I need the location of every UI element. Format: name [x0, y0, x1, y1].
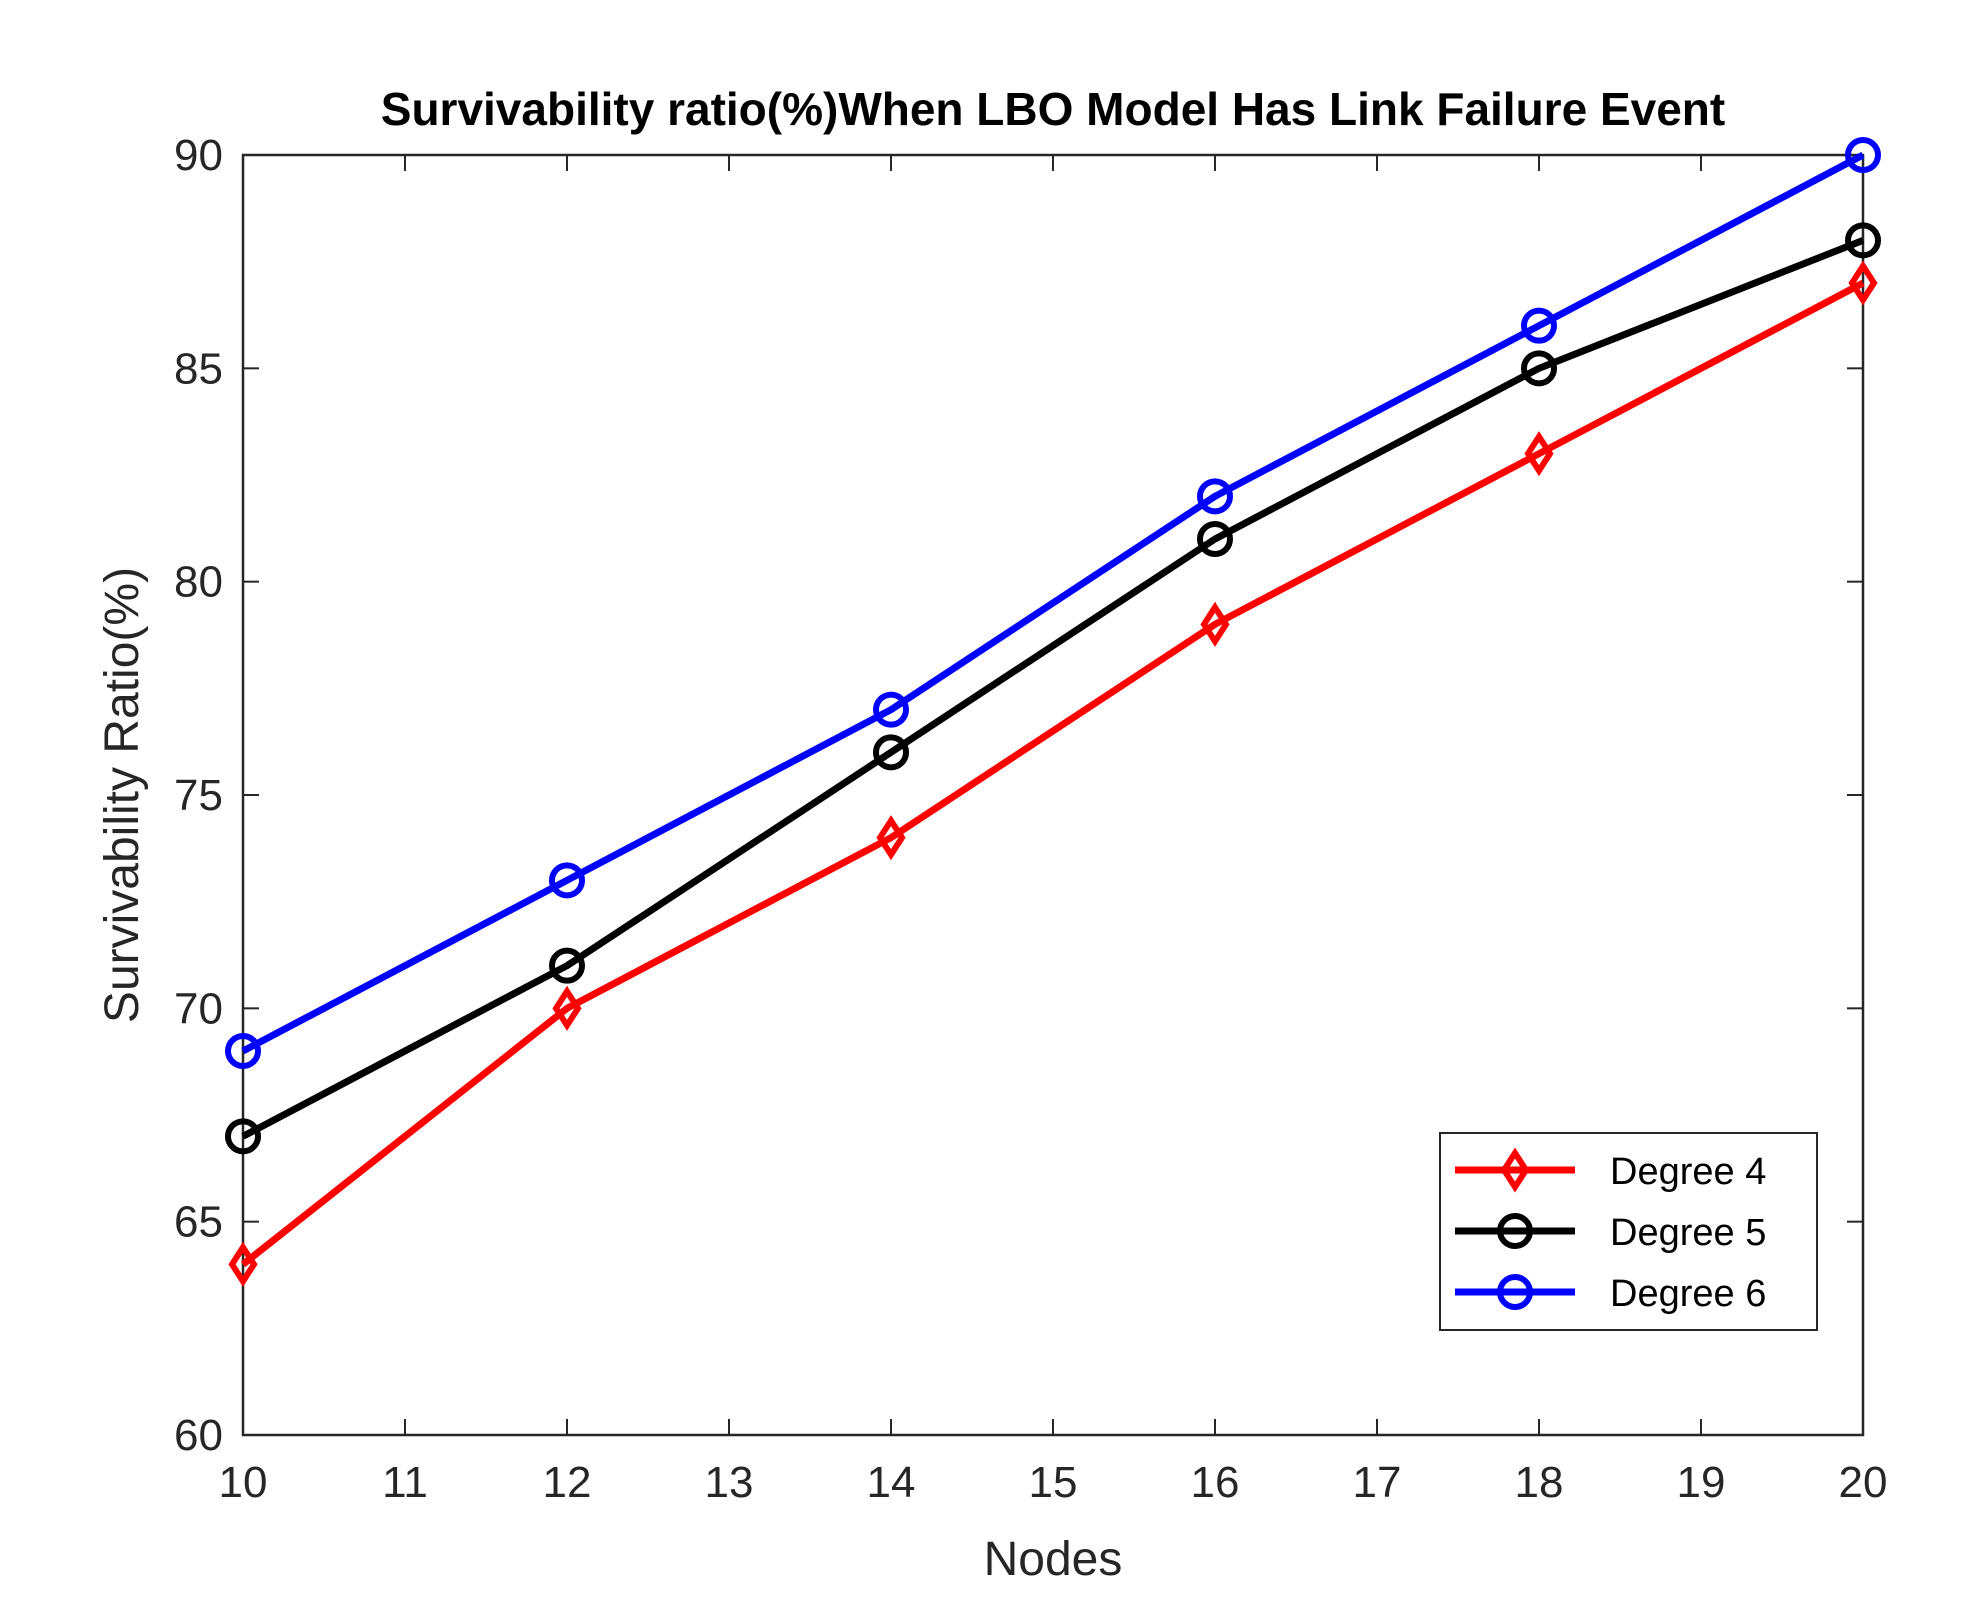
legend-marker-degree-5 — [1497, 1213, 1533, 1249]
data-point-degree-5 — [873, 734, 909, 771]
data-point-degree-4 — [228, 1241, 258, 1287]
x-tick-label: 18 — [1515, 1458, 1564, 1507]
y-axis-title: Survivability Ratio(%) — [96, 567, 149, 1023]
data-point-degree-5 — [225, 1118, 261, 1155]
data-point-degree-4 — [876, 815, 906, 861]
y-tick-label: 70 — [174, 984, 223, 1033]
series-line-degree-4 — [240, 279, 1865, 1268]
x-tick-label: 20 — [1839, 1458, 1888, 1507]
legend-marker-degree-6 — [1497, 1274, 1533, 1310]
legend: Degree 4 Degree 5 Degree 6 — [1439, 1132, 1818, 1331]
x-axis-title: Nodes — [984, 1533, 1123, 1586]
x-tick-label: 15 — [1029, 1458, 1078, 1507]
series-degree-4 — [228, 260, 1878, 1287]
y-tick-label: 90 — [174, 131, 223, 180]
data-point-degree-6 — [1845, 137, 1881, 173]
data-point-degree-4 — [1848, 260, 1878, 306]
series-line-degree-6 — [241, 151, 1865, 1055]
data-point-degree-6 — [549, 862, 585, 899]
y-tick-label: 85 — [174, 344, 223, 393]
y-tick-label: 65 — [174, 1198, 223, 1247]
y-tick-label: 75 — [174, 771, 223, 820]
data-point-degree-4 — [1524, 431, 1554, 477]
y-tick-label: 80 — [174, 558, 223, 607]
legend-item-degree-4: Degree 4 — [1455, 1147, 1766, 1193]
x-tick-label: 14 — [867, 1458, 916, 1507]
data-point-degree-5 — [1845, 222, 1881, 259]
legend-label-degree-6: Degree 6 — [1610, 1273, 1766, 1315]
chart-title: Survivability ratio(%)When LBO Model Has… — [381, 83, 1725, 135]
x-tick-label: 12 — [543, 1458, 592, 1507]
data-point-degree-4 — [552, 985, 582, 1031]
series-degree-6 — [225, 137, 1881, 1069]
data-point-degree-5 — [1197, 521, 1233, 557]
data-point-degree-6 — [873, 691, 909, 728]
series-line-degree-5 — [241, 237, 1865, 1140]
x-tick-label: 16 — [1191, 1458, 1240, 1507]
data-point-degree-6 — [1521, 307, 1557, 344]
legend-label-degree-5: Degree 5 — [1610, 1212, 1766, 1254]
x-tick-label: 10 — [219, 1458, 268, 1507]
legend-items: Degree 4 Degree 5 Degree 6 — [1455, 1147, 1766, 1315]
legend-label-degree-4: Degree 4 — [1610, 1151, 1766, 1193]
data-point-degree-6 — [225, 1033, 261, 1069]
plot-area: 10 11 12 13 14 15 16 17 18 19 20 60 65 70 75 80 85 90 — [174, 131, 1887, 1507]
x-tick-label: 17 — [1353, 1458, 1402, 1507]
x-tick-label: 13 — [705, 1458, 754, 1507]
x-tick-label: 19 — [1677, 1458, 1726, 1507]
series-degree-5 — [225, 222, 1881, 1155]
ticks-layer: 10 11 12 13 14 15 16 17 18 19 20 60 65 70 75 80 85 90 — [174, 131, 1887, 1507]
data-point-degree-5 — [549, 947, 585, 984]
legend-marker-degree-4 — [1500, 1147, 1530, 1193]
series-layer — [225, 137, 1881, 1287]
data-point-degree-6 — [1197, 478, 1233, 515]
legend-item-degree-5: Degree 5 — [1455, 1212, 1766, 1254]
data-point-degree-4 — [1200, 601, 1230, 647]
x-tick-label: 11 — [382, 1458, 428, 1507]
legend-item-degree-6: Degree 6 — [1455, 1273, 1766, 1315]
data-point-degree-5 — [1521, 350, 1557, 387]
y-tick-label: 60 — [174, 1411, 223, 1460]
